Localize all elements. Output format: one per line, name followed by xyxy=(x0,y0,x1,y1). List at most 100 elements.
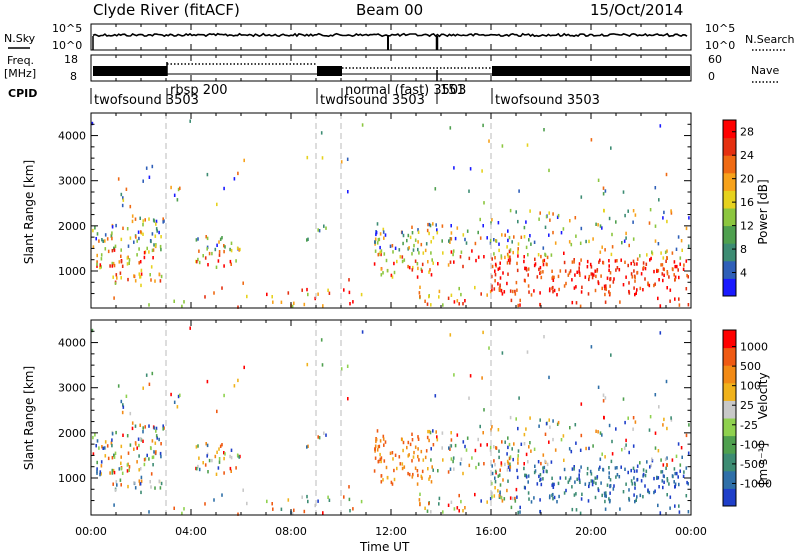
x-tick-label: 12:00 xyxy=(375,525,407,538)
power-cell xyxy=(548,168,550,173)
power-cell xyxy=(534,257,536,261)
power-cell xyxy=(670,209,672,213)
velocity-cell xyxy=(679,469,681,473)
velocity-cell xyxy=(429,475,431,479)
velocity-cell xyxy=(416,482,419,486)
velocity-cell xyxy=(447,503,450,507)
velocity-cell xyxy=(540,477,542,481)
power-cell xyxy=(303,302,306,307)
velocity-cell xyxy=(417,454,419,459)
velocity-cell xyxy=(645,469,648,473)
power-cell xyxy=(678,297,680,301)
velocity-cell xyxy=(142,430,144,434)
power-cell xyxy=(659,304,662,308)
power-cell xyxy=(111,249,114,253)
power-cell xyxy=(486,236,488,240)
power-cell xyxy=(409,235,412,240)
velocity-cell xyxy=(514,499,517,503)
velocity-cell xyxy=(570,449,573,454)
power-cell xyxy=(644,277,646,281)
velocity-cell xyxy=(527,474,530,478)
velocity-cell xyxy=(574,480,576,484)
power-cell xyxy=(575,301,578,305)
power-cell xyxy=(604,287,606,291)
velocity-cell xyxy=(654,489,656,493)
power-cell xyxy=(517,254,519,258)
velocity-cell xyxy=(428,477,430,481)
power-cell xyxy=(223,249,225,254)
velocity-cell xyxy=(96,460,98,465)
velocity-cell xyxy=(453,373,455,377)
velocity-cell xyxy=(586,472,589,476)
velocity-cell xyxy=(567,480,570,484)
x-tick-label: 00:00 xyxy=(75,525,107,538)
power-cell xyxy=(650,256,652,261)
power-cell xyxy=(594,288,597,293)
velocity-cell xyxy=(595,481,597,486)
power-cell xyxy=(159,279,162,283)
velocity-cell xyxy=(544,432,547,436)
power-cell xyxy=(600,274,602,278)
velocity-cell xyxy=(128,468,130,472)
velocity-cell xyxy=(678,510,681,514)
power-cell xyxy=(134,217,137,221)
velocity-cell xyxy=(138,454,140,458)
power-cell xyxy=(688,216,690,220)
velocity-cell xyxy=(442,510,444,514)
velocity-cell xyxy=(243,365,245,370)
velocity-cell xyxy=(223,456,225,461)
velocity-cell xyxy=(588,484,590,489)
velocity-cell xyxy=(661,470,664,474)
velocity-cell xyxy=(562,434,565,438)
velocity-cell xyxy=(548,418,550,422)
power-cell xyxy=(523,259,525,264)
power-cell xyxy=(649,208,652,212)
colorbar-tick-label: -25 xyxy=(740,419,758,432)
power-cell xyxy=(616,266,619,270)
power-cell xyxy=(557,274,560,279)
velocity-cell xyxy=(517,461,519,465)
velocity-cell xyxy=(512,496,514,501)
power-cell xyxy=(306,238,308,242)
velocity-cell xyxy=(666,493,668,497)
power-cell xyxy=(421,269,423,273)
nsearch-label: N.Search xyxy=(745,33,795,46)
power-cell xyxy=(468,256,471,261)
power-cell xyxy=(156,229,158,233)
power-cell xyxy=(546,255,549,260)
power-cell xyxy=(233,177,236,181)
velocity-cell xyxy=(542,466,544,470)
power-cell xyxy=(569,219,571,223)
power-cell xyxy=(517,303,519,308)
velocity-cell xyxy=(508,442,511,447)
velocity-cell xyxy=(418,458,420,462)
velocity-cell xyxy=(448,446,450,450)
velocity-cell xyxy=(205,442,207,446)
power-cell xyxy=(498,248,500,253)
power-cell xyxy=(155,219,158,224)
power-cell xyxy=(512,250,514,255)
power-cell xyxy=(389,244,392,248)
velocity-cell xyxy=(482,431,484,435)
velocity-cell xyxy=(111,432,114,436)
velocity-cell xyxy=(447,470,450,474)
power-cell xyxy=(386,269,389,273)
velocity-cell xyxy=(158,437,160,442)
power-cell xyxy=(500,256,503,260)
velocity-cell xyxy=(552,437,554,442)
power-cell xyxy=(109,264,111,268)
velocity-cell xyxy=(621,448,623,452)
power-cell xyxy=(574,216,577,220)
power-cell xyxy=(685,226,688,231)
velocity-cell xyxy=(658,485,660,489)
velocity-cell xyxy=(498,473,501,477)
velocity-cell xyxy=(660,470,662,474)
power-cell xyxy=(571,278,573,282)
power-cell xyxy=(595,222,597,226)
velocity-cell xyxy=(373,469,376,473)
power-cell xyxy=(493,252,495,256)
power-cell xyxy=(115,273,118,277)
velocity-cell xyxy=(501,351,504,355)
power-cell xyxy=(635,291,637,295)
